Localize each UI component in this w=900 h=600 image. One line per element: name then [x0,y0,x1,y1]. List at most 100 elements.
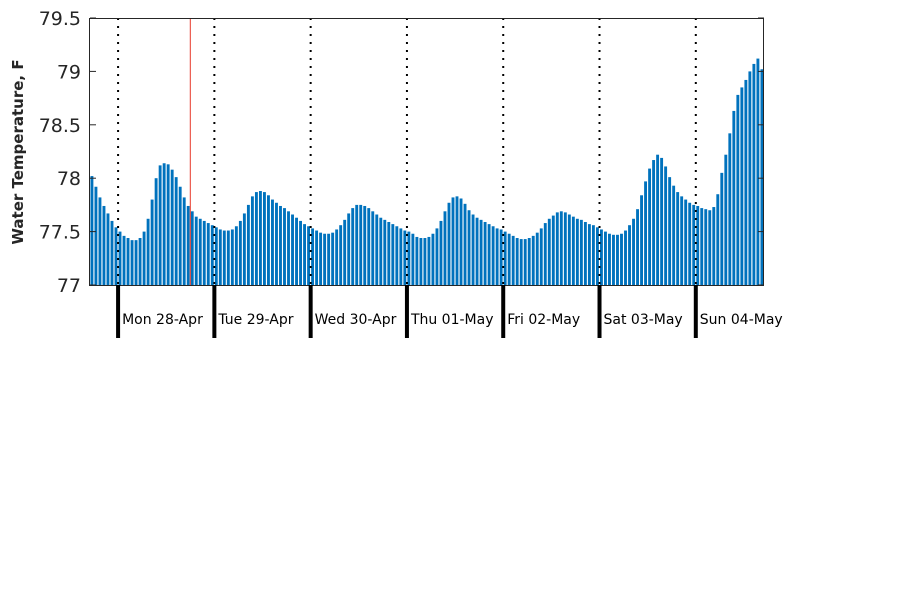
bar [214,227,218,285]
bar [575,218,579,285]
bar [267,195,270,285]
bar [395,226,399,285]
bar [391,224,395,285]
y-tick-label: 78 [57,168,81,190]
bar [158,165,162,285]
bar [463,203,467,285]
bar [571,216,575,285]
bar [515,238,519,285]
bar [311,228,315,285]
bar [98,197,102,285]
bar [186,205,190,285]
bar [447,202,451,285]
bar [150,199,154,285]
bar [190,211,194,285]
bar [467,210,471,285]
bar [134,240,138,285]
bar [355,204,359,285]
bar [435,228,439,285]
bar [632,218,635,285]
bar [680,196,684,285]
bar [182,197,186,285]
bar [162,163,166,285]
bar [724,154,728,285]
bar [708,210,712,285]
bar [660,157,664,285]
bar [250,196,254,285]
bar [234,226,238,285]
bar [688,202,692,285]
y-tick-label: 78.5 [39,115,81,137]
bar [371,211,375,285]
bar [579,219,583,285]
bar [511,235,515,285]
bar [591,225,595,285]
bar [327,233,331,285]
bar [319,232,323,285]
bar [399,228,403,285]
bar [279,205,282,285]
bar [555,212,559,285]
y-tick-label: 77.5 [39,222,81,244]
bar [644,181,648,285]
bar [114,227,118,285]
y-axis-ticks: 77 77.5 78 78.5 79 79.5 [39,8,764,297]
bar [258,191,262,285]
day-labels: Mon 28-Apr Tue 29-Apr Wed 30-Apr Thu 01-May… [122,312,783,328]
bar [499,229,503,285]
bar [744,79,748,285]
bar [331,232,335,285]
bar [507,233,511,285]
bar [126,238,130,285]
bar [387,221,391,285]
bar [640,195,643,285]
bar [676,192,680,285]
bar [174,177,178,285]
day-label: Thu 01-May [410,312,494,328]
bar [307,226,311,285]
bar [583,221,587,285]
bar [146,218,150,285]
bar [668,177,672,285]
day-label: Tue 29-Apr [217,312,293,328]
bar [483,221,487,285]
bar [222,230,226,285]
bar [587,224,591,285]
plot-frame [89,18,764,286]
bar [451,197,455,285]
bar [206,223,210,285]
bar [343,219,347,285]
bar [359,204,363,285]
bar [543,223,547,285]
bar [495,228,499,285]
day-label: Wed 30-Apr [315,312,397,328]
bar [563,212,567,285]
bar [487,224,491,285]
bar [411,233,415,285]
bar [479,219,483,285]
bar [295,217,298,285]
bar [756,58,760,285]
bar [154,178,158,285]
bar [238,220,242,285]
bar [407,231,411,285]
bar [471,214,475,285]
bar [271,199,274,285]
y-axis-label: Water Temperature, F [9,59,27,244]
bar [323,233,327,285]
day-label: Sat 03-May [604,312,683,328]
y-tick-label: 79.5 [39,8,81,30]
bar [684,199,688,285]
bar [491,226,495,285]
bar [315,230,319,285]
bar [303,224,306,285]
bar [166,164,170,285]
bar [559,211,563,285]
bar [692,204,696,285]
bar [138,238,142,285]
bar [736,94,740,286]
bar [102,205,106,285]
bar [178,186,182,285]
bar [110,220,114,285]
